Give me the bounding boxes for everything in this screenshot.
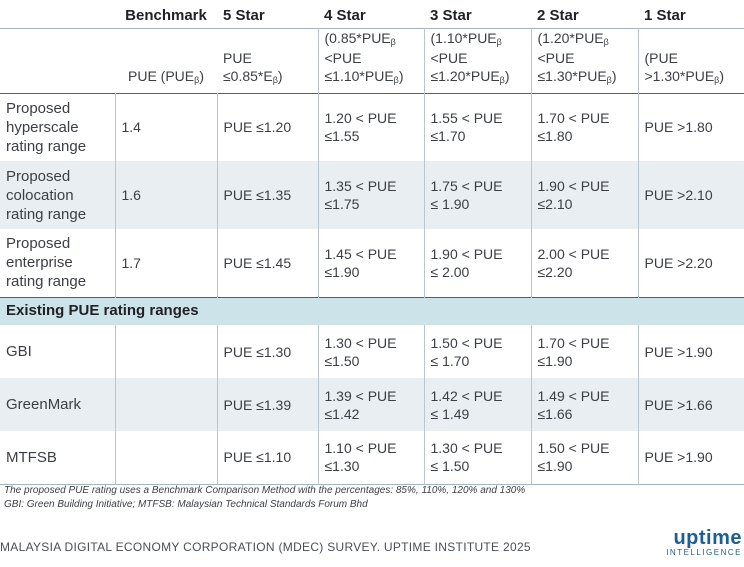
two-star-cell: 1.49 < PUE ≤1.66 [530, 378, 638, 431]
three-star-cell: 1.75 < PUE ≤ 1.90 [423, 161, 531, 229]
one-star-cell: PUE >2.10 [637, 161, 744, 229]
benchmark-cell [114, 431, 217, 484]
header-2-star: 2 Star [537, 6, 579, 24]
header-row: Benchmark 5 Star 4 Star 3 Star 2 Star 1 … [0, 0, 744, 28]
four-star-cell: 1.45 < PUE ≤1.90 [317, 229, 424, 297]
logo-subtitle: INTELLIGENCE [666, 548, 742, 557]
note-methodology: The proposed PUE rating uses a Benchmark… [4, 485, 526, 496]
two-star-cell: 1.90 < PUE ≤2.10 [530, 161, 638, 229]
five-star-cell: PUE ≤1.30 [216, 325, 318, 378]
note-abbreviations: GBI: Green Building Initiative; MTFSB: M… [4, 499, 368, 510]
three-star-cell: 1.90 < PUE ≤ 2.00 [423, 229, 531, 297]
two-star-cell: 1.70 < PUE ≤1.90 [530, 325, 638, 378]
four-star-cell: 1.30 < PUE ≤1.50 [317, 325, 424, 378]
definition-blank [0, 28, 115, 93]
benchmark-cell: 1.4 [114, 93, 217, 161]
definition-4-star: (0.85*PUEβ <PUE ≤1.10*PUEβ) [317, 28, 424, 93]
logo-wordmark: uptime [673, 527, 742, 549]
table-notes: The proposed PUE rating uses a Benchmark… [4, 484, 525, 512]
pue-rating-table: Benchmark 5 Star 4 Star 3 Star 2 Star 1 … [0, 0, 744, 484]
row-label: Proposed colocation rating range [6, 167, 87, 223]
header-4-star: 4 Star [324, 6, 366, 24]
table-row: MTFSB PUE ≤1.10 1.10 < PUE ≤1.30 1.30 < P… [0, 431, 744, 484]
definition-3-star: (1.10*PUEβ <PUE ≤1.20*PUEβ) [423, 28, 531, 93]
definition-benchmark: PUE (PUEβ) [128, 67, 204, 85]
four-star-cell: 1.39 < PUE ≤1.42 [317, 378, 424, 431]
row-label: MTFSB [6, 448, 57, 466]
header-5-star: 5 Star [223, 6, 265, 24]
one-star-cell: PUE >1.90 [637, 325, 744, 378]
table-row: Proposed colocation rating range 1.6 PUE… [0, 161, 744, 229]
five-star-cell: PUE ≤1.39 [216, 378, 318, 431]
header-1-star: 1 Star [644, 6, 686, 24]
uptime-logo: uptime INTELLIGENCE [666, 528, 742, 557]
three-star-cell: 1.50 < PUE ≤ 1.70 [423, 325, 531, 378]
three-star-cell: 1.30 < PUE ≤ 1.50 [423, 431, 531, 484]
header-3-star: 3 Star [430, 6, 472, 24]
table-row: Proposed enterprise rating range 1.7 PUE… [0, 229, 744, 297]
header-benchmark: Benchmark [125, 6, 207, 24]
section-title: Existing PUE rating ranges [6, 302, 199, 320]
one-star-cell: PUE >1.80 [637, 93, 744, 161]
five-star-cell: PUE ≤1.45 [216, 229, 318, 297]
benchmark-cell: 1.7 [114, 229, 217, 297]
row-label: Proposed hyperscale rating range [6, 99, 87, 155]
row-label: GBI [6, 343, 32, 360]
definition-row: PUE (PUEβ) PUE ≤0.85*Eβ) (0.85*PUEβ <PUE ≤1… [0, 28, 744, 93]
five-star-cell: PUE ≤1.10 [216, 431, 318, 484]
four-star-cell: 1.35 < PUE ≤1.75 [317, 161, 424, 229]
row-label: Proposed enterprise rating range [6, 235, 87, 291]
one-star-cell: PUE >1.90 [637, 431, 744, 484]
four-star-cell: 1.20 < PUE ≤1.55 [317, 93, 424, 161]
source-footer: MALAYSIA DIGITAL ECONOMY CORPORATION (MD… [0, 540, 531, 554]
header-blank [0, 0, 115, 28]
section-header-row: Existing PUE rating ranges [0, 297, 744, 325]
table-row: Proposed hyperscale rating range 1.4 PUE… [0, 93, 744, 161]
table-row: GreenMark PUE ≤1.39 1.39 < PUE ≤1.42 1.42… [0, 378, 744, 431]
four-star-cell: 1.10 < PUE ≤1.30 [317, 431, 424, 484]
row-label: GreenMark [6, 396, 82, 413]
definition-2-star: (1.20*PUEβ <PUE ≤1.30*PUEβ) [530, 28, 638, 93]
three-star-cell: 1.42 < PUE ≤ 1.49 [423, 378, 531, 431]
two-star-cell: 1.50 < PUE ≤1.90 [530, 431, 638, 484]
two-star-cell: 1.70 < PUE ≤1.80 [530, 93, 638, 161]
five-star-cell: PUE ≤1.35 [216, 161, 318, 229]
two-star-cell: 2.00 < PUE ≤2.20 [530, 229, 638, 297]
one-star-cell: PUE >2.20 [637, 229, 744, 297]
five-star-cell: PUE ≤1.20 [216, 93, 318, 161]
benchmark-cell [114, 325, 217, 378]
benchmark-cell: 1.6 [114, 161, 217, 229]
benchmark-cell [114, 378, 217, 431]
definition-1-star: (PUE >1.30*PUEβ) [637, 28, 744, 93]
definition-5-star: PUE ≤0.85*Eβ) [223, 49, 283, 85]
table-row: GBI PUE ≤1.30 1.30 < PUE ≤1.50 1.50 < PUE… [0, 325, 744, 378]
three-star-cell: 1.55 < PUE ≤1.70 [423, 93, 531, 161]
one-star-cell: PUE >1.66 [637, 378, 744, 431]
